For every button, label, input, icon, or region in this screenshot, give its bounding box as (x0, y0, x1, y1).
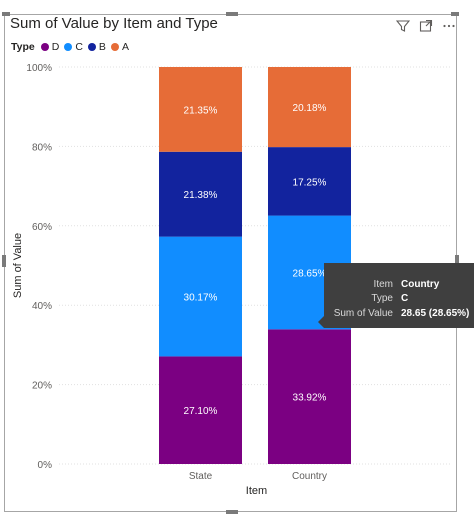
tooltip-value: Country (401, 278, 440, 290)
legend-title: Type (11, 41, 35, 53)
more-options-icon[interactable] (442, 19, 456, 33)
legend-label-d: D (51, 41, 60, 53)
resize-handle-right[interactable] (455, 255, 459, 267)
bar-segment[interactable] (268, 147, 351, 216)
y-tick-label: 40% (32, 301, 52, 312)
resize-handle-bottom[interactable] (226, 510, 238, 514)
filter-icon[interactable] (396, 19, 410, 33)
legend-item-d[interactable]: D (40, 41, 60, 53)
legend-label-b: B (98, 41, 106, 53)
y-tick-label: 60% (32, 222, 52, 233)
y-tick-label: 0% (38, 460, 53, 471)
tooltip: Item Country Type C Sum of Value 28.65 (… (318, 263, 474, 328)
data-label: 20.18% (293, 103, 327, 114)
tooltip-value: 28.65 (28.65%) (401, 307, 470, 319)
data-label: 21.38% (184, 190, 218, 201)
tooltip-row-type: Type C (324, 292, 474, 307)
data-label: 28.65% (293, 268, 327, 279)
legend-label-c: C (75, 41, 83, 53)
y-tick-label: 80% (32, 142, 52, 153)
bar-segment[interactable] (268, 329, 351, 464)
tooltip-key: Type (371, 293, 393, 305)
legend-marker-b (87, 43, 96, 51)
tooltip-value: C (401, 293, 409, 305)
legend-item-c[interactable]: C (64, 41, 83, 53)
tooltip-row-item: Item Country (324, 277, 474, 292)
bar-segment[interactable] (159, 236, 242, 357)
legend-item-a[interactable]: A (110, 41, 129, 53)
data-label: 27.10% (184, 406, 218, 417)
focus-mode-icon[interactable] (419, 19, 433, 33)
resize-handle-top[interactable] (226, 12, 238, 16)
legend-item-b[interactable]: B (87, 41, 106, 53)
resize-handle-left[interactable] (2, 255, 6, 267)
resize-handle-top-left[interactable] (2, 12, 10, 16)
y-axis-title: Sum of Value (12, 233, 24, 298)
legend-label-a: A (121, 41, 129, 53)
tooltip-key: Sum of Value (333, 307, 393, 319)
x-tick-label: Country (292, 471, 327, 482)
legend-marker-c (64, 43, 73, 51)
resize-handle-top-right[interactable] (451, 12, 459, 16)
tooltip-key: Item (373, 278, 393, 290)
tooltip-pointer (318, 316, 324, 328)
x-axis-title: Item (246, 485, 267, 497)
bar-segment[interactable] (268, 67, 351, 148)
bar-segment[interactable] (159, 356, 242, 464)
data-label: 30.17% (184, 293, 218, 304)
y-tick-label: 20% (32, 381, 52, 392)
bar-segment[interactable] (159, 151, 242, 237)
visual-header-icons (396, 19, 456, 33)
bar-segment[interactable] (159, 67, 242, 152)
x-tick-label: State (189, 471, 213, 482)
data-label: 21.35% (184, 105, 218, 116)
data-label: 33.92% (293, 393, 327, 404)
y-tick-label: 100% (26, 63, 52, 74)
legend-marker-a (110, 43, 119, 51)
data-label: 17.25% (293, 177, 327, 188)
chart-title: Sum of Value by Item and Type (10, 15, 218, 32)
tooltip-row-sum: Sum of Value 28.65 (28.65%) (324, 306, 474, 321)
legend-marker-d (40, 43, 49, 51)
legend: Type D C B A (11, 41, 134, 53)
